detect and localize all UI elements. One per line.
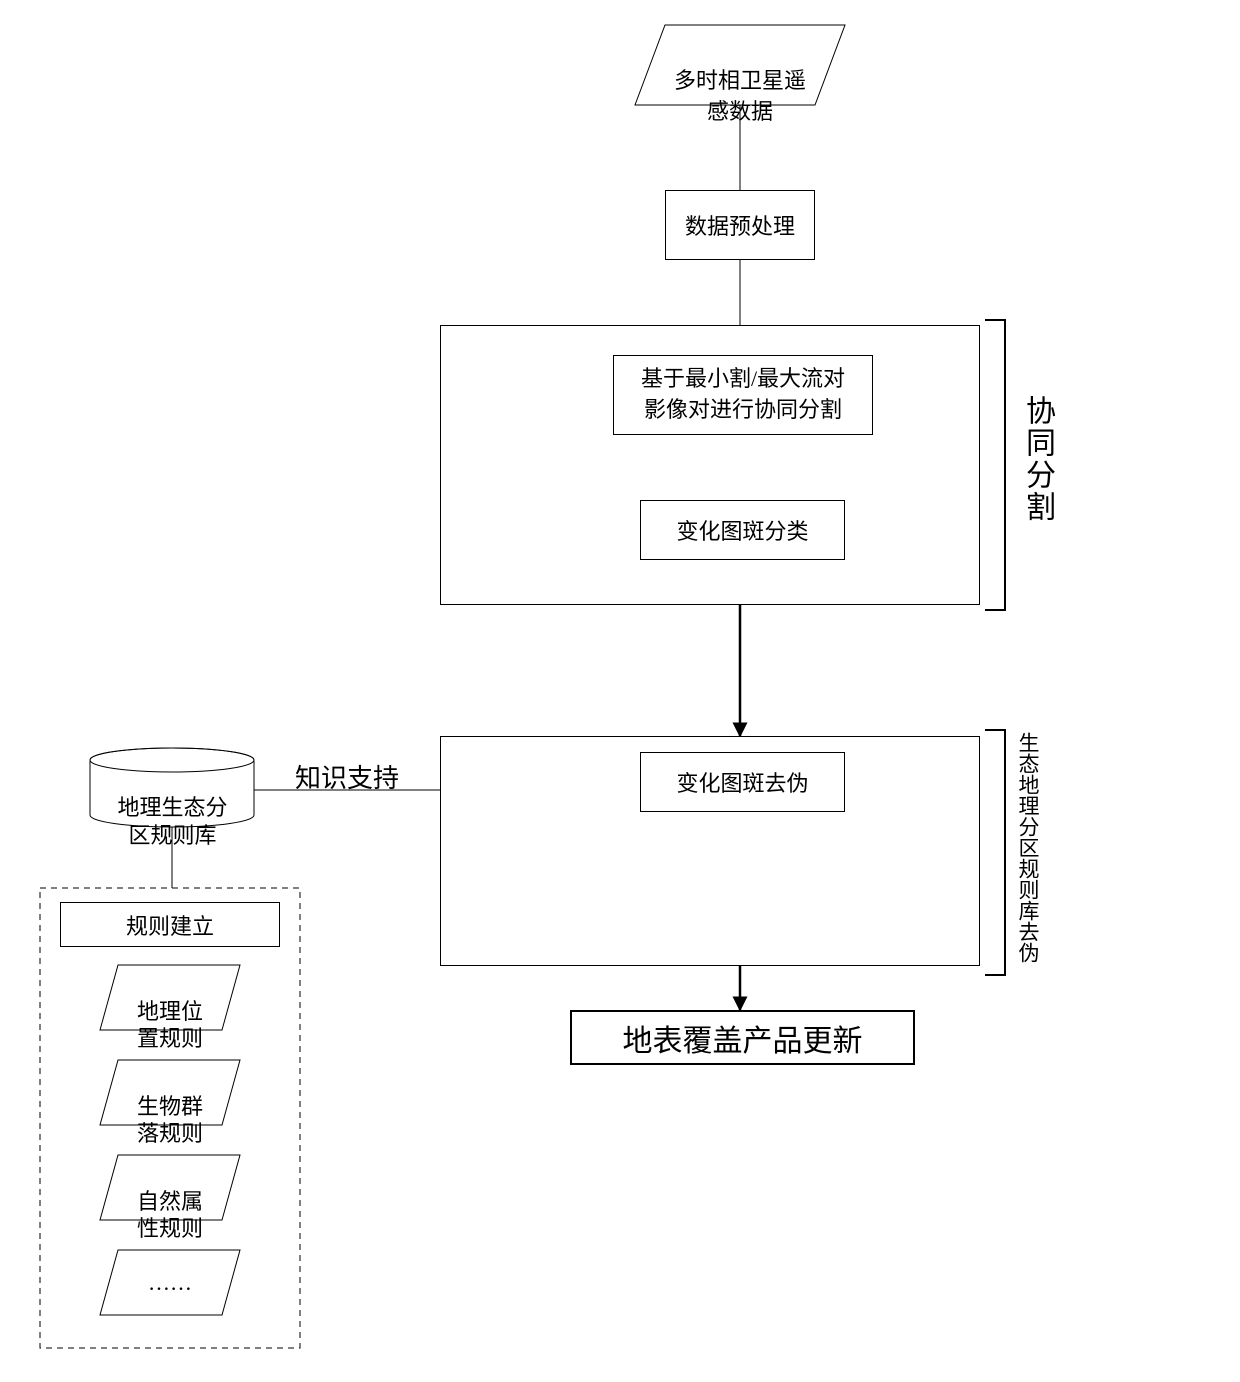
node-mincut-label: 基于最小割/最大流对 影像对进行协同分割 bbox=[641, 364, 845, 426]
node-rule4-label-wrap: …… bbox=[100, 1270, 240, 1296]
node-input-label-wrap: 多时相卫星遥 感数据 bbox=[635, 35, 845, 127]
node-rule-header: 规则建立 bbox=[60, 902, 280, 947]
node-preprocess-label: 数据预处理 bbox=[685, 209, 795, 241]
node-rulebase-label: 地理生态分 区规则库 bbox=[117, 795, 227, 849]
coseg-bracket bbox=[985, 320, 1005, 610]
coseg-bracket-label-wrap: 协同分割 bbox=[1015, 395, 1059, 523]
node-rulebase-label-wrap: 地理生态分 区规则库 bbox=[90, 765, 255, 851]
node-classify: 变化图斑分类 bbox=[640, 500, 845, 560]
node-rule2-label: 生物群 落规则 bbox=[137, 1094, 203, 1147]
node-despurious-label: 变化图斑去伪 bbox=[676, 766, 808, 798]
node-output-label: 地表覆盖产品更新 bbox=[623, 1016, 863, 1060]
node-despurious: 变化图斑去伪 bbox=[640, 752, 845, 812]
node-rule1-label: 地理位 置规则 bbox=[137, 999, 203, 1052]
node-input-label: 多时相卫星遥 感数据 bbox=[674, 68, 806, 124]
node-rule4-label: …… bbox=[148, 1270, 192, 1295]
node-rule3-label: 自然属 性规则 bbox=[137, 1189, 203, 1242]
despurious-bracket bbox=[985, 730, 1005, 975]
node-rule-header-label: 规则建立 bbox=[126, 909, 214, 941]
knowledge-support-label-wrap: 知识支持 bbox=[295, 758, 399, 795]
node-rule3-label-wrap: 自然属 性规则 bbox=[100, 1160, 240, 1243]
node-mincut: 基于最小割/最大流对 影像对进行协同分割 bbox=[613, 355, 873, 435]
node-preprocess: 数据预处理 bbox=[665, 190, 815, 260]
despurious-bracket-label-wrap: 生态地理分区规则库去伪 bbox=[1013, 732, 1043, 963]
node-output: 地表覆盖产品更新 bbox=[570, 1010, 915, 1065]
node-classify-label: 变化图斑分类 bbox=[676, 514, 808, 546]
knowledge-support-label: 知识支持 bbox=[295, 764, 399, 793]
node-rule1-label-wrap: 地理位 置规则 bbox=[100, 970, 240, 1053]
coseg-bracket-label: 协同分割 bbox=[1021, 395, 1054, 523]
node-rule2-label-wrap: 生物群 落规则 bbox=[100, 1065, 240, 1148]
despurious-bracket-label: 生态地理分区规则库去伪 bbox=[1016, 732, 1040, 963]
